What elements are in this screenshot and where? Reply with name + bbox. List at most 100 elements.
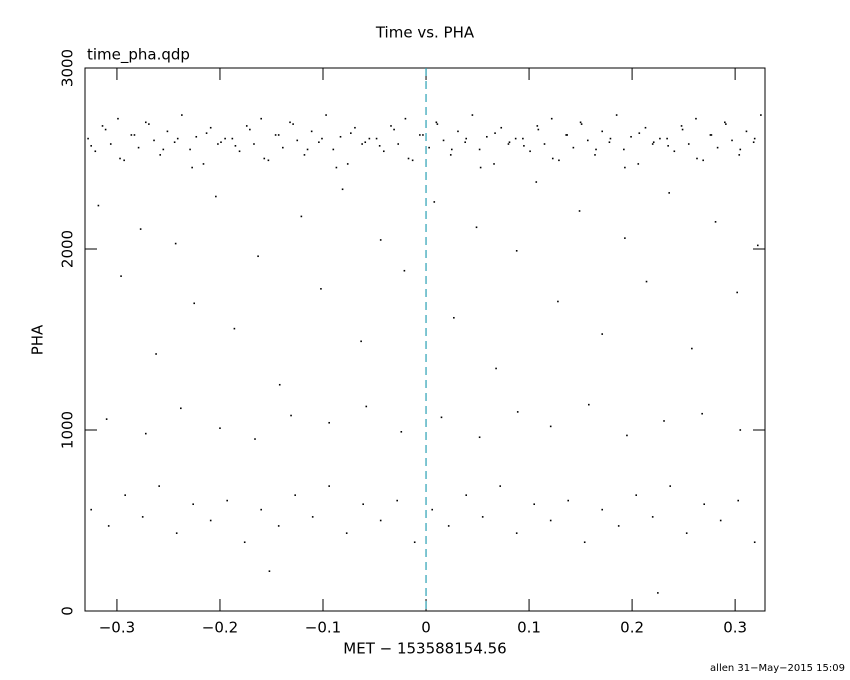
point: [133, 134, 136, 136]
point: [669, 485, 672, 487]
point: [453, 316, 455, 319]
point: [87, 137, 89, 140]
point: [436, 123, 439, 125]
point: [478, 436, 481, 439]
point: [120, 275, 122, 277]
point: [685, 532, 688, 534]
x-tick-label: 0.3: [723, 619, 747, 637]
point: [644, 126, 647, 129]
point: [335, 166, 338, 169]
point: [306, 148, 309, 151]
point: [566, 134, 568, 136]
point: [738, 154, 741, 156]
point: [583, 541, 586, 544]
point: [130, 134, 133, 136]
point: [390, 125, 392, 127]
point: [320, 288, 322, 290]
point: [701, 412, 703, 415]
x-tick-label: 0.2: [620, 619, 644, 637]
point: [360, 340, 362, 343]
point: [144, 432, 147, 435]
point: [354, 126, 356, 129]
point: [499, 485, 502, 487]
point: [124, 494, 126, 496]
point: [328, 421, 330, 424]
point: [756, 244, 759, 247]
point: [365, 405, 368, 408]
point: [341, 188, 344, 191]
point: [475, 226, 478, 229]
point: [90, 508, 92, 511]
point: [325, 114, 327, 116]
point: [449, 154, 452, 156]
point: [696, 157, 698, 160]
point: [105, 418, 108, 420]
point: [652, 141, 655, 144]
point: [514, 137, 517, 140]
point: [673, 150, 676, 153]
point: [294, 494, 296, 496]
point: [594, 154, 596, 156]
point: [681, 128, 684, 131]
point: [431, 508, 434, 511]
point: [193, 302, 196, 305]
point: [752, 141, 755, 144]
x-tick-label: −0.2: [202, 619, 238, 637]
point: [486, 135, 488, 138]
point: [175, 532, 178, 534]
point: [268, 570, 271, 572]
point: [709, 134, 712, 136]
point: [615, 114, 618, 116]
point: [680, 125, 683, 127]
point: [601, 130, 604, 133]
point: [90, 145, 92, 147]
point: [651, 516, 654, 518]
point: [180, 407, 182, 410]
point: [245, 125, 248, 127]
x-tick-label: 0: [421, 619, 431, 637]
point: [739, 429, 742, 431]
point: [702, 159, 704, 162]
point: [289, 121, 291, 124]
point: [659, 137, 661, 140]
point: [403, 269, 406, 272]
point: [608, 141, 611, 144]
point: [117, 117, 119, 120]
point: [97, 204, 100, 207]
point: [565, 134, 567, 136]
point: [549, 425, 552, 428]
point: [695, 117, 697, 120]
point: [166, 130, 169, 133]
point: [311, 516, 314, 518]
point: [714, 221, 717, 223]
point: [238, 150, 241, 153]
x-axis-label: MET − 153588154.56: [343, 640, 506, 658]
y-tick-label: 0: [59, 606, 77, 616]
point: [617, 525, 620, 527]
point: [397, 143, 400, 145]
point: [495, 367, 497, 370]
point: [719, 519, 722, 522]
point: [580, 123, 583, 125]
point: [623, 148, 625, 151]
point: [724, 121, 726, 124]
point: [362, 503, 364, 506]
point: [104, 128, 107, 131]
point: [361, 143, 363, 145]
point: [687, 143, 690, 145]
point: [205, 132, 208, 134]
point: [282, 146, 284, 149]
point: [668, 192, 670, 194]
point: [753, 541, 756, 544]
point: [739, 148, 742, 151]
point: [153, 139, 155, 142]
point: [226, 499, 228, 502]
y-tick-label: 2000: [59, 230, 77, 268]
point: [508, 141, 511, 144]
point: [558, 159, 560, 162]
point: [107, 525, 110, 527]
point: [345, 532, 348, 534]
point: [624, 237, 626, 239]
